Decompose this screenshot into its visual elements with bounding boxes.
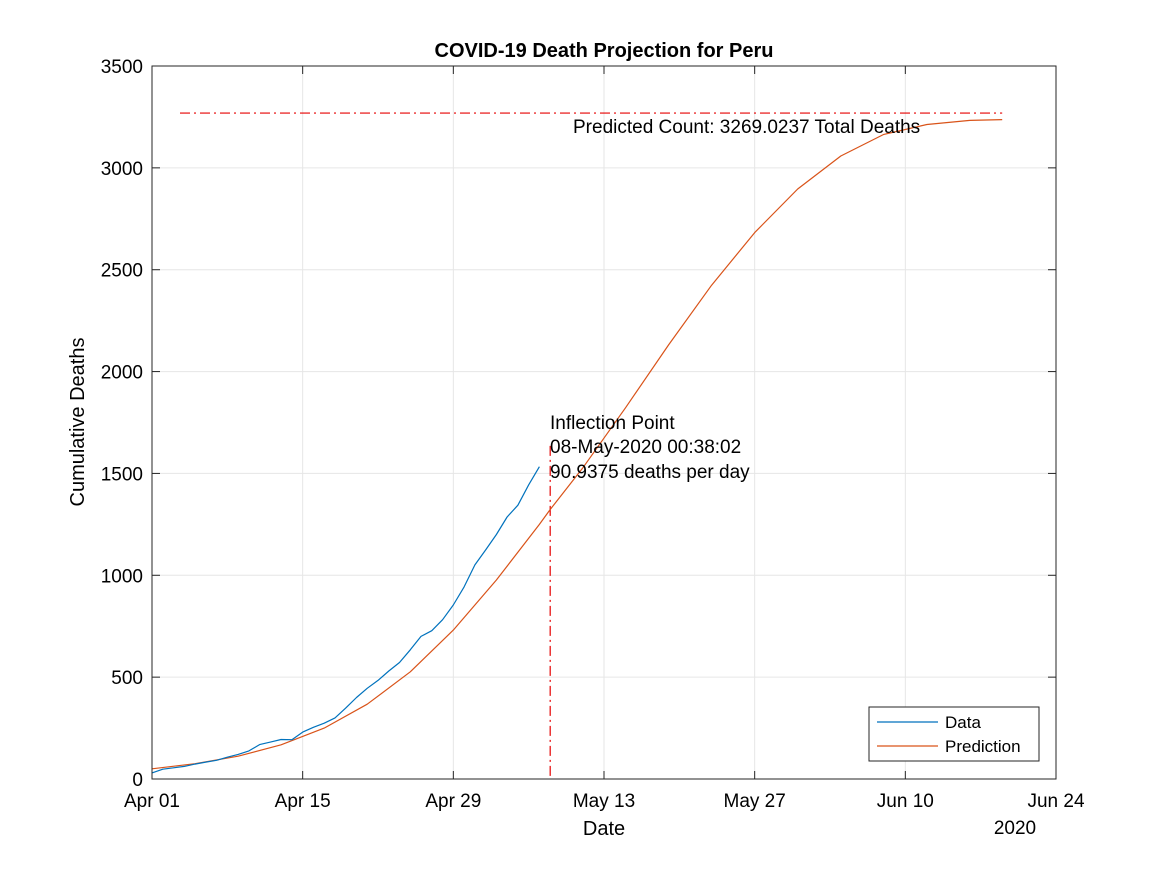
y-tick-label: 2500 [101, 261, 143, 282]
x-tick-label: Jun 24 [1027, 791, 1084, 812]
x-tick-label: May 13 [573, 791, 635, 812]
y-tick-label: 0 [132, 770, 143, 791]
y-tick-label: 1000 [101, 566, 143, 587]
inflection-date: 08-May-2020 00:38:02 [550, 437, 741, 458]
x-axis-year-label: 2020 [994, 818, 1036, 839]
y-tick-label: 3000 [101, 159, 143, 180]
x-tick-label: Apr 29 [425, 791, 481, 812]
y-axis-label: Cumulative Deaths [67, 338, 89, 507]
x-axis-label: Date [583, 818, 625, 840]
legend-box [868, 706, 1040, 762]
y-tick-label: 2000 [101, 363, 143, 384]
y-tick-label: 500 [111, 668, 143, 689]
y-tick-label: 3500 [101, 57, 143, 78]
inflection-title: Inflection Point [550, 413, 675, 434]
y-tick-label: 1500 [101, 464, 143, 485]
chart-title: COVID-19 Death Projection for Peru [435, 40, 774, 62]
legend: Data Prediction [868, 706, 1040, 762]
inflection-rate: 90.9375 deaths per day [550, 462, 750, 483]
x-tick-label: Apr 15 [275, 791, 331, 812]
asymptote-annotation: Predicted Count: 3269.0237 Total Deaths [573, 117, 920, 138]
x-tick-label: May 27 [724, 791, 786, 812]
x-tick-label: Jun 10 [877, 791, 934, 812]
legend-label-prediction: Prediction [945, 737, 1021, 756]
legend-label-data: Data [945, 713, 981, 732]
series-line-data [151, 466, 540, 774]
x-tick-label: Apr 01 [124, 791, 180, 812]
series-line-prediction [151, 119, 1003, 770]
